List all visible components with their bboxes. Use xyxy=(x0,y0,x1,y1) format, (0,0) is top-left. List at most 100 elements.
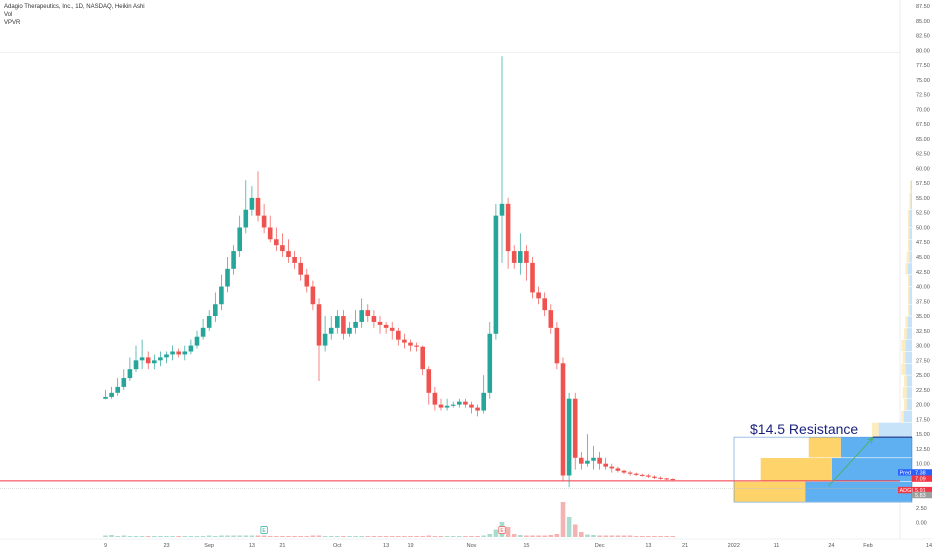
time-tick-label: 13 xyxy=(645,543,651,549)
candle-body xyxy=(316,304,322,346)
volume-bar xyxy=(646,536,651,537)
volume-bar xyxy=(396,536,401,537)
time-tick-label: 13 xyxy=(383,543,389,549)
candle xyxy=(615,466,621,473)
price-tick-label: 65.00 xyxy=(916,137,930,143)
candle xyxy=(481,375,486,414)
time-tick-label: 13 xyxy=(249,543,255,549)
price-tick-label: 50.00 xyxy=(916,225,930,231)
candle xyxy=(310,280,316,311)
candle xyxy=(408,339,413,352)
volume-profile-down-bar xyxy=(909,239,912,251)
candle-body xyxy=(426,369,432,393)
volume-bar xyxy=(335,536,340,537)
volume-bar xyxy=(219,535,224,537)
candle xyxy=(609,463,615,473)
volume-bar xyxy=(310,535,316,537)
candle-body xyxy=(182,351,188,355)
price-tick-label: 20.00 xyxy=(916,403,930,409)
volume-profile-down-bar xyxy=(908,263,912,275)
candle xyxy=(585,434,590,467)
candle-body xyxy=(524,251,529,263)
volume-bar xyxy=(389,536,395,537)
candle xyxy=(432,386,438,411)
candle xyxy=(255,171,261,222)
candle-body xyxy=(444,405,450,408)
volume-bar xyxy=(359,536,364,537)
volume-bar xyxy=(585,534,590,537)
candle-body xyxy=(280,245,285,252)
candle xyxy=(524,245,529,281)
candle-body xyxy=(475,407,480,411)
candle-body xyxy=(322,333,328,346)
candle xyxy=(426,366,432,405)
time-tick-label: 24 xyxy=(828,543,834,549)
time-axis: 9 23 Sep 13 21 Oct 13 19 Nov 15 Dec 13 21 2022 11 24 Feb… xyxy=(104,543,932,549)
volume-profile-up-bar xyxy=(902,351,906,363)
candle-body xyxy=(170,351,175,355)
volume-bar xyxy=(597,535,602,537)
candle xyxy=(145,351,151,370)
volume-bar xyxy=(176,536,181,537)
volume-bar xyxy=(511,534,517,537)
volume-profile-down-bar xyxy=(909,227,912,239)
candle xyxy=(487,321,493,399)
candle xyxy=(414,342,419,352)
candle xyxy=(389,321,395,340)
resistance-annotation: $14.5 Resistance xyxy=(750,421,858,437)
candle-body xyxy=(115,386,120,393)
candle-body xyxy=(542,298,547,311)
candle-body xyxy=(640,474,645,476)
time-tick-label: 11 xyxy=(774,543,780,549)
candle-body xyxy=(560,363,566,476)
volume-bar xyxy=(206,535,212,537)
price-tick-label: 0.00 xyxy=(916,521,927,527)
candle xyxy=(158,351,163,367)
candle xyxy=(597,451,602,470)
volume-profile-down-bar xyxy=(840,437,912,458)
volume-bar xyxy=(347,536,352,537)
candle xyxy=(225,256,230,293)
candle-body xyxy=(408,342,413,346)
candle-body xyxy=(487,333,493,393)
candle xyxy=(127,357,133,382)
candle-body xyxy=(152,360,157,364)
candle-body xyxy=(377,321,383,325)
volume-bar xyxy=(170,536,175,537)
volume-bar xyxy=(115,536,120,537)
price-tick-label: 47.50 xyxy=(916,240,930,246)
candle-body xyxy=(511,251,517,263)
candle-body xyxy=(243,209,249,228)
price-tick-label: 67.50 xyxy=(916,122,930,128)
candle-body xyxy=(670,479,676,481)
candle xyxy=(133,345,139,373)
candle-body xyxy=(396,330,401,340)
candle-body xyxy=(231,251,236,269)
symbol-title[interactable]: Adagio Therapeutics, Inc., 1D, NASDAQ, H… xyxy=(4,4,145,10)
candle xyxy=(591,445,596,470)
volume-bar xyxy=(328,536,334,537)
volume-bar xyxy=(377,536,383,537)
volume-indicator-label[interactable]: Vol xyxy=(4,12,13,18)
candle-body xyxy=(127,369,133,379)
symbol-tag-bg xyxy=(898,486,912,494)
time-tick-label: Oct xyxy=(333,543,342,549)
candle xyxy=(572,392,578,470)
volume-profile-up-bar xyxy=(902,387,907,399)
volume-bar xyxy=(414,536,419,537)
candle-body xyxy=(139,357,145,361)
candle xyxy=(341,310,346,340)
candle-body xyxy=(286,251,291,257)
volume-bar xyxy=(481,535,486,537)
candle-body xyxy=(621,470,627,473)
volume-bar xyxy=(627,535,633,537)
volume-bar xyxy=(261,535,267,537)
volume-bar xyxy=(274,536,279,537)
volume-profile-up-bar xyxy=(905,316,908,328)
candle xyxy=(249,186,255,216)
candle-body xyxy=(200,327,206,337)
vpvr-indicator-label[interactable]: VPVR xyxy=(4,20,21,26)
candle-body xyxy=(664,478,669,480)
volume-profile-down-bar xyxy=(909,275,912,287)
